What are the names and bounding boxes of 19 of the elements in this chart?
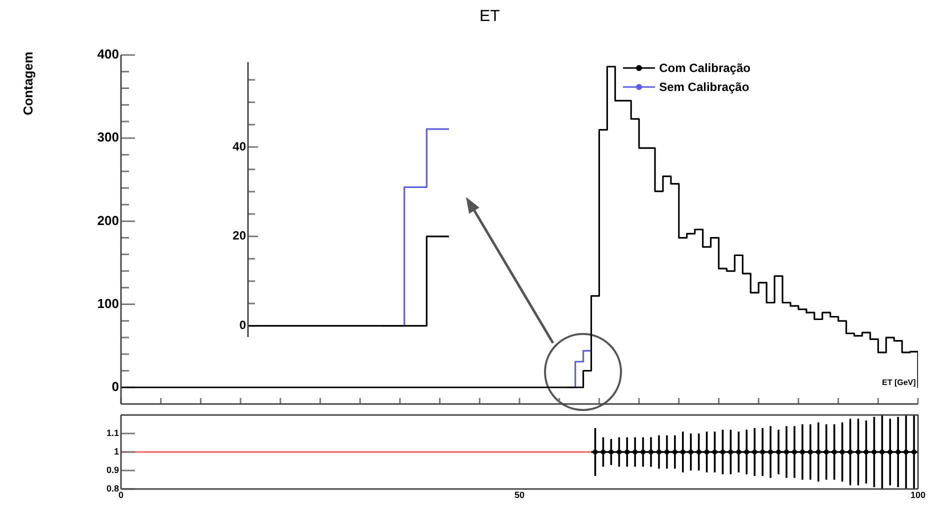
y-tick-label: 1 [114,446,119,456]
y-tick-label: 0.8 [106,483,119,494]
y-tick-label: 0.9 [106,464,119,475]
x-tick-label: 100 [910,490,926,500]
y-tick-label: 400 [97,46,119,62]
y-tick-label: 0 [112,378,119,394]
y-tick-label: 40 [232,139,246,154]
y-axis-title: Contagem [20,51,36,115]
y-tick-label: 1.1 [106,428,119,438]
x-axis-title: ET [GeV] [882,378,916,387]
y-tick-label: 20 [232,228,246,243]
y-tick-label: 0 [239,318,246,332]
x-tick-label: 50 [514,490,525,500]
legend-label: Sem Calibração [659,80,750,94]
y-tick-label: 100 [97,296,119,311]
legend-label: Com Calibração [659,60,750,74]
y-tick-label: 300 [97,130,119,145]
chart-title: ET [480,8,500,26]
y-tick-label: 200 [97,212,119,228]
